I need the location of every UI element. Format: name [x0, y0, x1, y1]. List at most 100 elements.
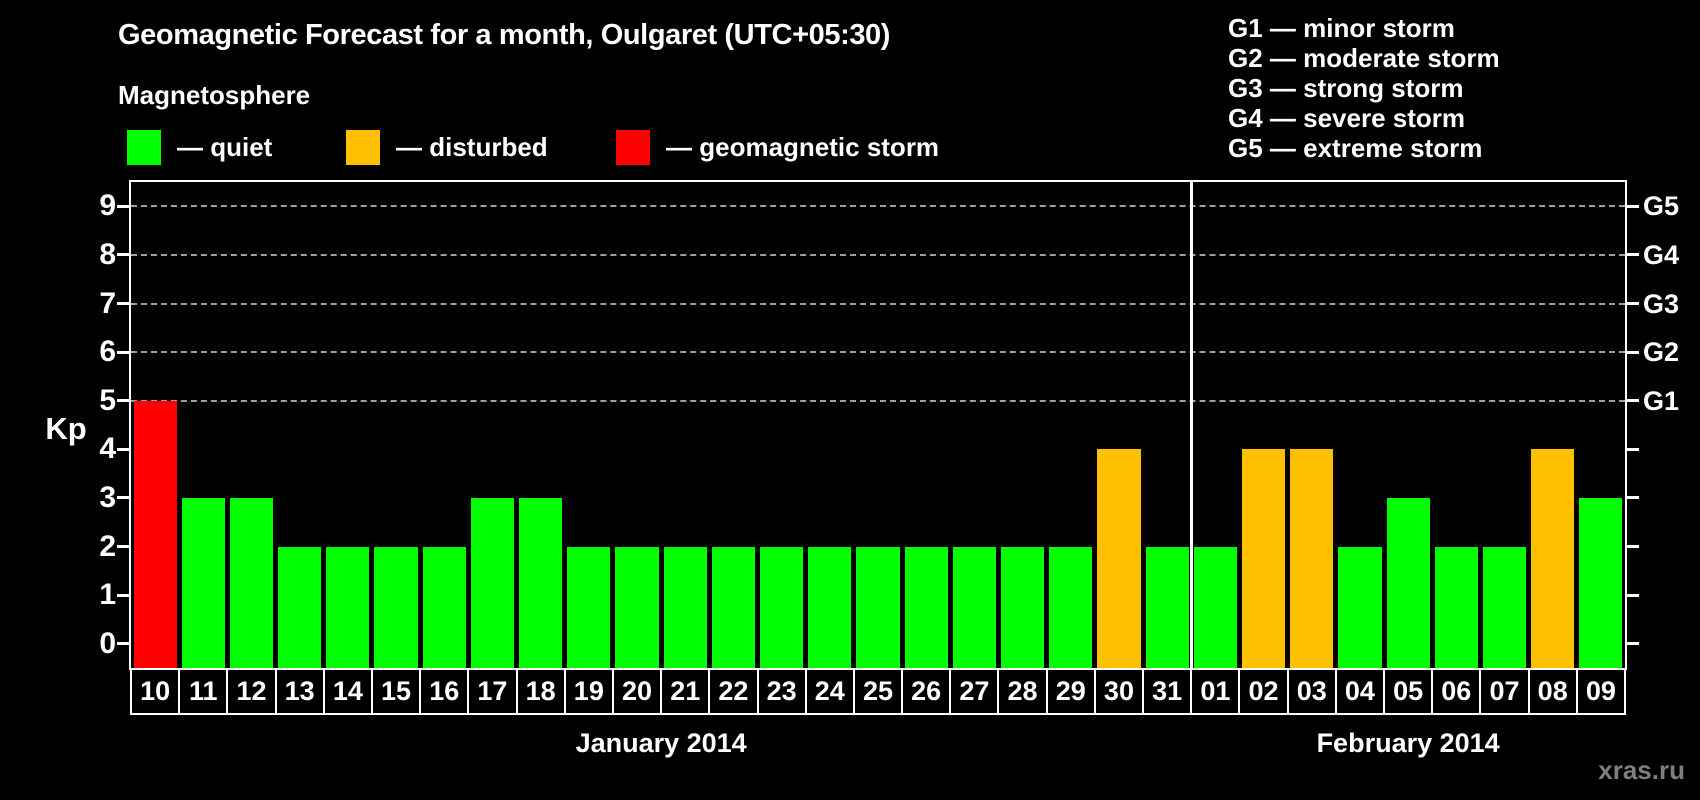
day-label: 04 — [1334, 668, 1386, 715]
day-label: 16 — [419, 668, 470, 715]
kp-bar-day-10 — [133, 400, 177, 668]
kp-bar-day-13 — [278, 546, 322, 668]
day-label: 12 — [226, 668, 277, 715]
gridline-kp-6 — [131, 351, 1625, 354]
kp-bar-day-11 — [181, 497, 225, 668]
y-axis-tick — [117, 399, 131, 403]
right-axis-tick — [1625, 253, 1639, 257]
g-scale-label: G2 — [1643, 337, 1680, 368]
right-axis-tick — [1625, 399, 1639, 403]
day-label: 29 — [1045, 668, 1096, 715]
y-tick-label: 3 — [99, 480, 116, 514]
y-tick-label: 8 — [99, 237, 116, 271]
kp-bar-day-25 — [856, 546, 900, 668]
y-axis-tick — [117, 496, 131, 500]
kp-bar-day-28 — [1000, 546, 1045, 668]
right-axis-tick — [1625, 545, 1639, 548]
kp-bar-day-29 — [1049, 546, 1093, 668]
y-axis-tick — [117, 593, 131, 597]
legend-item-label: — geomagnetic storm — [666, 132, 940, 162]
kp-bar-day-20 — [615, 546, 659, 668]
legend-swatch-disturbed — [346, 130, 380, 165]
y-tick-label: 4 — [99, 432, 116, 466]
gridline-kp-5 — [131, 399, 1625, 402]
kp-bar-day-16 — [422, 546, 466, 668]
kp-bar-day-12 — [229, 497, 274, 668]
right-axis-tick — [1625, 447, 1639, 451]
day-label: 31 — [1142, 668, 1193, 715]
month-label: February 2014 — [1316, 728, 1500, 758]
g-scale-label: G3 — [1643, 288, 1680, 319]
day-label: 18 — [515, 668, 566, 715]
right-axis-tick — [1625, 204, 1639, 208]
storm-scale-legend: G1 — minor storm G2 — moderate storm G3 — … — [1228, 13, 1500, 163]
kp-bar-day-01 — [1193, 546, 1237, 668]
day-label: 01 — [1190, 668, 1241, 715]
kp-bar-day-05 — [1386, 497, 1430, 668]
day-label: 25 — [852, 668, 904, 715]
legend-item-label: — disturbed — [396, 132, 548, 162]
day-label: 27 — [949, 668, 1000, 715]
y-tick-label: 9 — [99, 189, 116, 223]
kp-bar-day-31 — [1145, 546, 1189, 668]
gridline-kp-9 — [131, 205, 1625, 208]
kp-bar-day-09 — [1579, 497, 1623, 668]
legend-swatch-storm — [616, 130, 650, 165]
month-separator — [1189, 182, 1193, 668]
day-label: 24 — [804, 668, 855, 715]
kp-bar-day-22 — [711, 546, 755, 668]
day-label: 15 — [370, 668, 422, 715]
kp-bar-day-24 — [808, 546, 852, 668]
kp-bar-day-23 — [760, 546, 804, 668]
day-label: 06 — [1431, 668, 1482, 715]
day-label: 30 — [1093, 668, 1145, 715]
kp-bar-day-04 — [1338, 546, 1382, 668]
kp-bar-day-08 — [1531, 449, 1575, 668]
y-axis-tick — [117, 350, 131, 354]
day-label: 23 — [756, 668, 807, 715]
day-label: 02 — [1238, 668, 1289, 715]
g-scale-label: G5 — [1643, 191, 1680, 222]
y-tick-label: 0 — [99, 626, 116, 660]
kp-bar-day-07 — [1482, 546, 1527, 668]
day-label: 20 — [611, 668, 663, 715]
right-axis-tick — [1625, 350, 1639, 354]
gridline-kp-8 — [131, 253, 1625, 256]
right-axis-tick — [1625, 642, 1639, 646]
kp-bar-day-06 — [1434, 546, 1478, 668]
day-label: 09 — [1575, 668, 1626, 715]
kp-bar-day-17 — [470, 497, 515, 668]
y-axis-tick — [117, 447, 131, 451]
magnetosphere-legend-title: Magnetosphere — [118, 80, 311, 110]
storm-scale-item: G5 — extreme storm — [1228, 133, 1483, 163]
day-label: 14 — [322, 668, 373, 715]
storm-scale-item: G3 — strong storm — [1228, 73, 1464, 103]
kp-bar-day-14 — [326, 546, 370, 668]
y-tick-label: 2 — [99, 529, 116, 563]
right-axis-tick — [1625, 496, 1639, 500]
y-axis-tick — [117, 642, 131, 646]
page-title: Geomagnetic Forecast for a month, Oulgar… — [118, 19, 891, 51]
g-scale-label: G1 — [1643, 385, 1680, 416]
day-label: 11 — [178, 668, 229, 715]
watermark: xras.ru — [1598, 755, 1685, 785]
right-axis-tick — [1625, 593, 1639, 597]
g-scale-label: G4 — [1643, 239, 1680, 270]
storm-scale-item: G4 — severe storm — [1228, 103, 1466, 133]
kp-bar-day-19 — [567, 546, 611, 668]
day-label: 21 — [660, 668, 711, 715]
day-label: 17 — [467, 668, 518, 715]
month-label: January 2014 — [575, 728, 747, 758]
y-axis-tick — [117, 545, 131, 548]
day-label: 08 — [1527, 668, 1578, 715]
kp-bar-day-03 — [1290, 449, 1334, 668]
day-label: 05 — [1383, 668, 1434, 715]
right-axis-tick — [1625, 302, 1639, 305]
y-axis-tick — [117, 302, 131, 305]
day-label: 19 — [563, 668, 614, 715]
y-tick-label: 6 — [99, 335, 116, 369]
y-axis-label: Kp — [45, 411, 87, 446]
storm-scale-item: G2 — moderate storm — [1228, 43, 1500, 73]
day-label: 26 — [901, 668, 952, 715]
kp-bar-day-27 — [952, 546, 996, 668]
